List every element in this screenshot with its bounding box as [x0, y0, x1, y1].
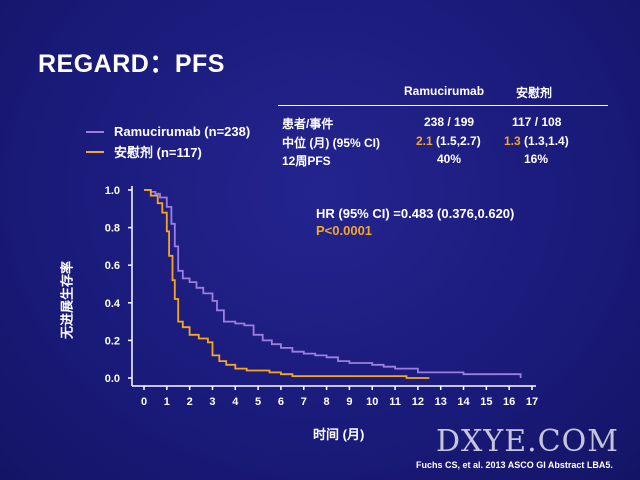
x-tick-label: 14 — [457, 396, 470, 408]
slide-title: REGARD：PFS — [38, 50, 225, 78]
source-citation: Fuchs CS, et al. 2013 ASCO GI Abstract L… — [416, 460, 613, 470]
table-cell-ram-12wk: 40% — [437, 152, 462, 166]
x-tick-label: 13 — [435, 396, 447, 408]
legend-swatch-placebo — [86, 150, 104, 153]
chart-axes: 0.00.20.40.60.81.00 1 2 3 4 5 6 7 8 9 10 11 12 13 14 15… — [105, 185, 538, 408]
table-row-label-median: 中位 (月) (95% CI) — [282, 136, 381, 150]
table-cell-ram-median: 2.1 (1.5,2.7) — [416, 134, 481, 148]
table-row-label-12wk: 12周PFS — [282, 154, 331, 168]
table-cell-pla-median: 1.3 (1.3,1.4) — [504, 134, 569, 148]
x-tick-label: 0 — [141, 396, 147, 408]
x-axis-label: 时间 (月) — [313, 427, 365, 442]
x-tick-label: 7 — [301, 396, 307, 408]
ram-median-ci: (1.5,2.7) — [436, 134, 481, 148]
x-tick-label: 11 — [389, 396, 401, 408]
y-tick-label: 0.4 — [105, 298, 121, 310]
y-tick-label: 1.0 — [105, 185, 120, 197]
x-tick-label: 1 — [164, 396, 170, 408]
pla-median-ci: (1.3,1.4) — [524, 134, 569, 148]
table-header-placebo: 安慰剂 — [516, 86, 553, 100]
x-tick-label: 12 — [412, 396, 424, 408]
x-tick-label: 6 — [278, 396, 284, 408]
legend-swatch-ramucirumab — [86, 130, 104, 133]
legend-label-ramucirumab: Ramucirumab (n=238) — [114, 124, 251, 139]
y-tick-label: 0.2 — [105, 335, 120, 347]
x-tick-label: 15 — [480, 396, 492, 408]
ram-median-value: 2.1 — [416, 134, 433, 148]
pla-median-value: 1.3 — [504, 134, 521, 148]
table-row-label-patients: 患者/事件 — [282, 117, 334, 131]
table-cell-ram-patients: 238 / 199 — [424, 115, 475, 129]
legend-label-placebo: 安慰剂 (n=117) — [114, 145, 202, 160]
x-tick-label: 17 — [526, 396, 538, 408]
p-value-text: P<0.0001 — [316, 223, 373, 238]
x-tick-label: 3 — [209, 396, 215, 408]
x-tick-label: 16 — [503, 396, 515, 408]
y-axis-label: 无进展生存率 — [59, 260, 75, 340]
x-tick-label: 9 — [346, 396, 352, 408]
x-tick-label: 8 — [324, 396, 330, 408]
watermark-logo: DXYE.COM — [436, 424, 619, 459]
table-header-rule — [278, 105, 608, 106]
y-tick-label: 0.6 — [105, 260, 120, 272]
table-cell-pla-12wk: 16% — [524, 152, 549, 166]
hazard-ratio-text: HR (95% CI) =0.483 (0.376,0.620) — [316, 206, 515, 221]
table-header-ramucirumab: Ramucirumab — [404, 84, 485, 98]
x-tick-label: 4 — [232, 396, 239, 408]
table-cell-pla-patients: 117 / 108 — [512, 115, 562, 129]
x-tick-label: 10 — [366, 396, 378, 408]
legend-item-placebo: 安慰剂 (n=117) — [86, 142, 202, 161]
legend-item-ramucirumab: Ramucirumab (n=238) — [86, 124, 250, 139]
chart-lines — [144, 189, 522, 379]
y-tick-label: 0.0 — [105, 373, 120, 385]
km-curve-ramucirumab — [144, 189, 522, 378]
x-tick-label: 5 — [255, 396, 261, 408]
x-tick-label: 2 — [187, 396, 193, 408]
y-tick-label: 0.8 — [105, 223, 120, 235]
km-curve-placebo — [144, 189, 430, 379]
